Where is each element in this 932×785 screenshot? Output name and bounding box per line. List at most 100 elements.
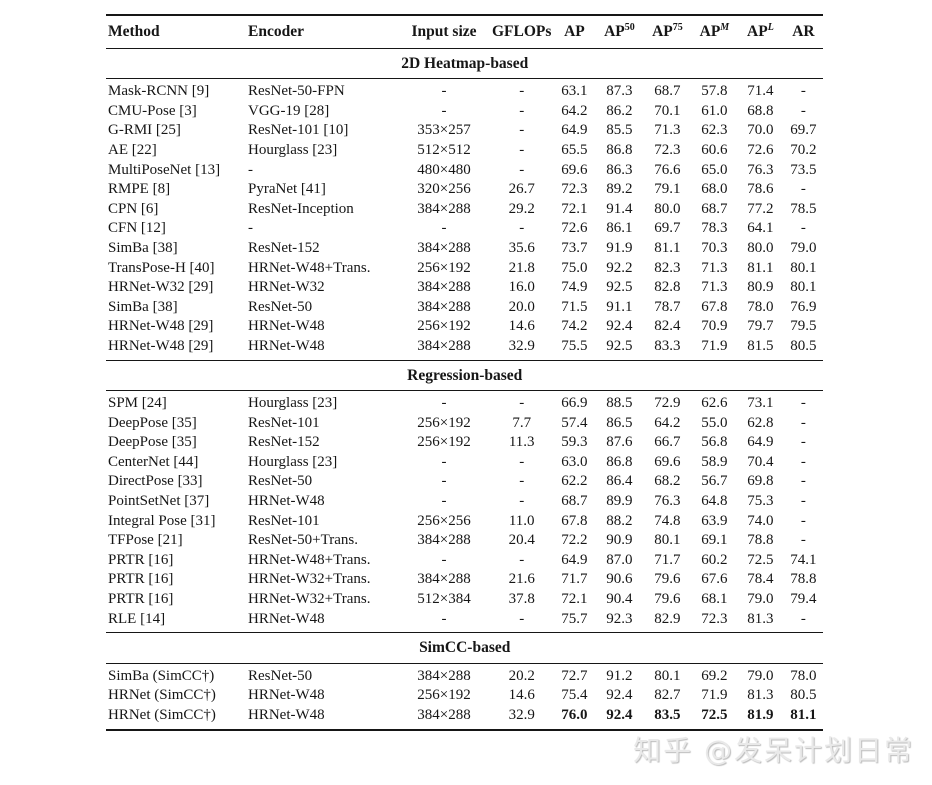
metric-cell: 70.4 (747, 453, 774, 470)
input-size-cell: - (441, 473, 447, 490)
metric-cell: 80.9 (747, 279, 774, 296)
column-header-apm: APM (691, 15, 738, 49)
metric-cell: 56.8 (701, 434, 728, 451)
metric-cell: - (800, 220, 806, 237)
metric-cell: 55.0 (701, 414, 728, 431)
metric-cell: 76.3 (654, 493, 681, 510)
metric-cell: 83.3 (654, 337, 681, 354)
metric-cell: 72.3 (561, 181, 588, 198)
section-title-row: 2D Heatmap-based (106, 47, 824, 80)
gflops-cell: - (519, 473, 525, 490)
column-header-superscript: 50 (624, 21, 635, 33)
gflops-cell: - (519, 122, 525, 139)
metric-cell: 72.5 (747, 551, 774, 568)
encoder-cell: Hourglass [23] (248, 453, 338, 470)
gflops-cell: 14.6 (508, 687, 535, 704)
metric-cell: 88.5 (606, 395, 633, 412)
metric-cell: 57.8 (701, 83, 728, 100)
metric-cell: 76.9 (790, 298, 817, 315)
metric-cell: 70.2 (790, 141, 817, 158)
encoder-cell: ResNet-50+Trans. (248, 532, 358, 549)
input-size-cell: 384×288 (417, 571, 471, 588)
input-size-cell: 384×288 (417, 298, 471, 315)
encoder-cell: ResNet-50-FPN (248, 83, 345, 100)
metric-cell: 77.2 (747, 200, 774, 217)
input-size-cell: - (441, 453, 447, 470)
metric-cell: 72.1 (561, 591, 588, 608)
method-cell: PointSetNet [37] (108, 493, 210, 510)
section-title: 2D Heatmap-based (106, 47, 824, 80)
metric-cell: 92.5 (606, 279, 633, 296)
metric-cell: 63.9 (701, 512, 728, 529)
metric-cell: 85.5 (606, 122, 633, 139)
column-header-input-size: Input size (398, 15, 490, 49)
encoder-cell: Hourglass [23] (248, 395, 338, 412)
metric-cell: 79.6 (654, 591, 681, 608)
gflops-cell: - (519, 493, 525, 510)
zhihu-watermark: 知乎 @发呆计划日常 (633, 734, 914, 767)
method-cell: HRNet-W48 [29] (108, 318, 214, 335)
metric-cell: 79.6 (654, 571, 681, 588)
gflops-cell: 7.7 (512, 414, 532, 431)
metric-cell: 69.6 (654, 453, 681, 470)
metric-cell: 59.3 (561, 434, 588, 451)
metric-cell: 72.3 (654, 141, 681, 158)
gflops-cell: - (519, 610, 525, 627)
metric-cell: 92.4 (606, 318, 633, 335)
metric-cell: 92.3 (606, 610, 633, 627)
metric-cell: 71.9 (701, 687, 728, 704)
table-row: HRNet (SimCC†) HRNet-W48 384×288 32.9 76.0 92… (106, 706, 823, 730)
method-cell: CenterNet [44] (108, 453, 199, 470)
table-row: SPM [24] Hourglass [23] - - 66.9 88.5 72.9 62.6… (106, 391, 823, 414)
method-cell: HRNet-W32 [29] (108, 279, 214, 296)
column-header-superscript: M (720, 21, 730, 33)
metric-cell: 61.0 (701, 102, 728, 119)
metric-cell: 78.8 (747, 532, 774, 549)
metric-cell: 90.9 (606, 532, 633, 549)
metric-cell: 60.2 (701, 551, 728, 568)
gflops-cell: 20.2 (508, 667, 535, 684)
input-size-cell: 384×288 (417, 239, 471, 256)
metric-cell: 78.4 (747, 571, 774, 588)
gflops-cell: 16.0 (508, 279, 535, 296)
input-size-cell: 256×192 (417, 687, 471, 704)
metric-cell: 80.0 (654, 200, 681, 217)
encoder-cell: ResNet-101 [10] (248, 122, 349, 139)
method-cell: DeepPose [35] (108, 414, 197, 431)
method-cell: PRTR [16] (108, 551, 174, 568)
method-cell: SimBa (SimCC†) (108, 667, 215, 684)
encoder-cell: ResNet-50 (248, 298, 313, 315)
metric-cell: 74.0 (747, 512, 774, 529)
metric-cell: 87.6 (606, 434, 633, 451)
column-header-apl: APL (737, 15, 784, 49)
gflops-cell: 35.6 (508, 239, 535, 256)
table-row: DirectPose [33] ResNet-50 - - 62.2 86.4 68.2 56… (106, 472, 823, 492)
metric-cell: 83.5 (654, 707, 681, 723)
metric-cell: 78.0 (747, 298, 774, 315)
metric-cell: 79.4 (790, 591, 817, 608)
metric-cell: 64.8 (701, 493, 728, 510)
table-row: RLE [14] HRNet-W48 - - 75.7 92.3 82.9 72.3 81.3 - (106, 610, 823, 633)
metric-cell: 81.3 (747, 687, 774, 704)
table-row: PointSetNet [37] HRNet-W48 - - 68.7 89.9 76.3 6… (106, 492, 823, 512)
metric-cell: 86.1 (606, 220, 633, 237)
encoder-cell: HRNet-W48 (248, 318, 325, 335)
metric-cell: 80.0 (747, 239, 774, 256)
metric-cell: 64.2 (561, 102, 588, 119)
table-row: HRNet-W48 [29] HRNet-W48 384×288 32.9 75.5 92… (106, 337, 823, 360)
metric-cell: - (800, 512, 806, 529)
metric-cell: 88.2 (606, 512, 633, 529)
table-row: CMU-Pose [3] VGG-19 [28] - - 64.2 86.2 70.1 61.… (106, 102, 823, 122)
section-simcc-based: SimCC-based (106, 632, 824, 664)
gflops-cell: 11.0 (508, 512, 535, 529)
input-size-cell: 256×192 (417, 414, 471, 431)
metric-cell: 75.5 (561, 337, 588, 354)
encoder-cell: ResNet-152 (248, 434, 320, 451)
input-size-cell: 480×480 (417, 161, 471, 178)
encoder-cell: HRNet-W48 (248, 337, 325, 354)
gflops-cell: - (519, 102, 525, 119)
metric-cell: 62.3 (701, 122, 728, 139)
encoder-cell: ResNet-101 (248, 512, 320, 529)
metric-cell: - (800, 453, 806, 470)
input-size-cell: 384×288 (417, 337, 471, 354)
